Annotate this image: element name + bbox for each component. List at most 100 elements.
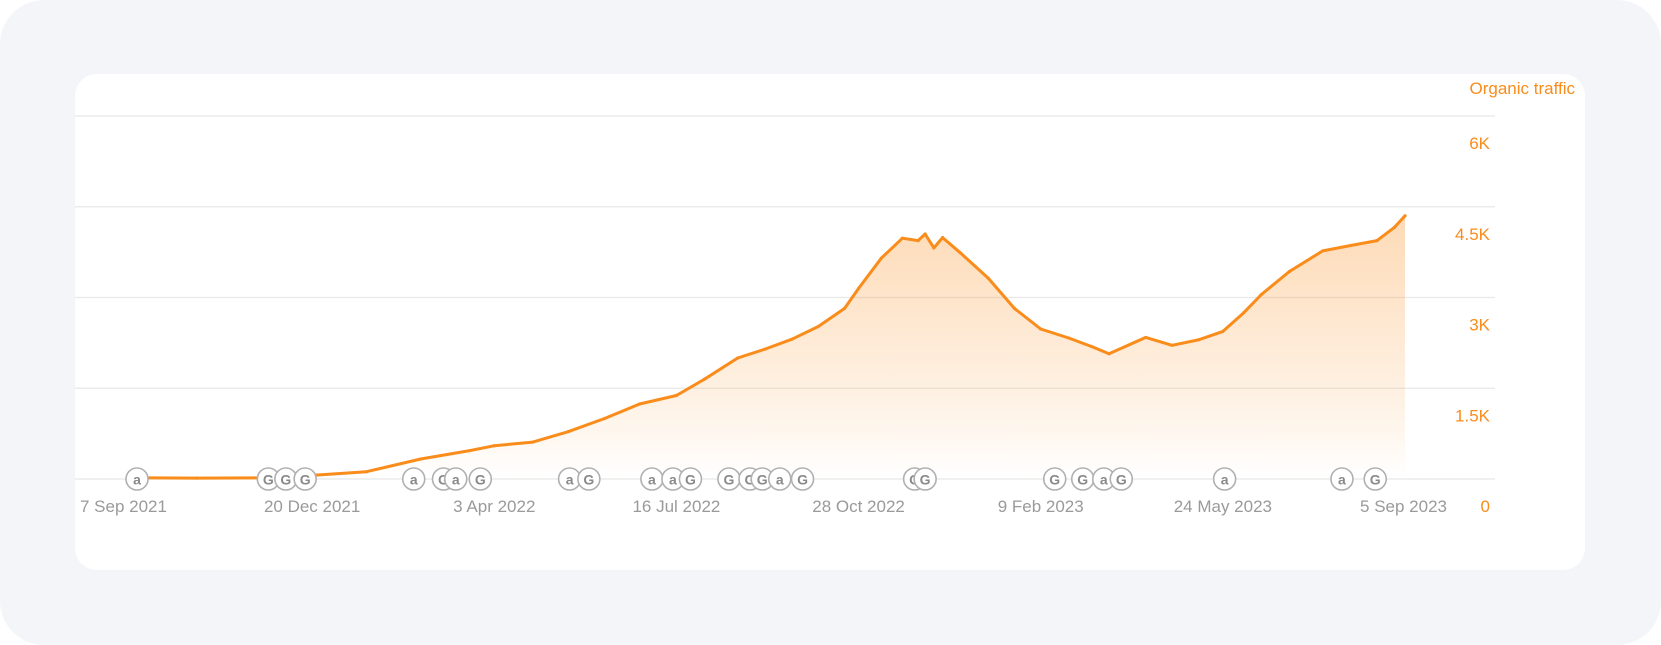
marker-label: G (1116, 472, 1127, 488)
data-point (194, 476, 199, 480)
data-point (702, 377, 707, 381)
data-point (1259, 292, 1263, 297)
data-point (1089, 344, 1094, 349)
data-point (736, 356, 740, 360)
data-point (916, 239, 920, 243)
marker-label: G (757, 472, 768, 488)
marker-circle (790, 467, 815, 491)
annotation-marker-g[interactable]: G (717, 467, 741, 491)
marker-circle (1042, 467, 1067, 491)
annotation-marker-g[interactable]: G (577, 467, 601, 491)
data-point (764, 347, 768, 351)
marker-circle (577, 467, 601, 491)
organic-traffic-chart: aGGGaGaGaGaaGGGGaGGGGGaGaaG 0 1.5K 3K 4.5K 6… (75, 79, 1575, 516)
annotation-marker-a[interactable]: a (767, 467, 792, 491)
annotation-marker-a[interactable]: a (640, 467, 664, 491)
data-point (879, 256, 883, 260)
series-line-layer (128, 214, 1407, 480)
marker-label: G (797, 472, 808, 488)
annotation-marker-g[interactable]: G (1070, 467, 1095, 491)
marker-label: G (920, 472, 931, 488)
marker-label: a (410, 472, 418, 488)
x-tick-label: 24 May 2023 (1174, 497, 1272, 516)
marker-label: a (648, 472, 656, 488)
marker-label: a (1100, 472, 1108, 488)
marker-circle (1330, 467, 1354, 491)
marker-label: G (1049, 472, 1060, 488)
data-point (468, 448, 472, 453)
y-tick-label: 0 (1481, 497, 1490, 516)
marker-circle (125, 467, 149, 491)
area-fill-layer (130, 215, 1405, 480)
data-point (856, 286, 861, 291)
annotation-marker-g[interactable]: G (913, 467, 937, 491)
data-point (1067, 336, 1071, 340)
annotation-marker-a[interactable]: a (1212, 467, 1237, 491)
marker-label: a (566, 472, 574, 488)
marker-circle (468, 467, 493, 491)
y-tick-label: 3K (1469, 316, 1490, 335)
marker-label: a (1221, 472, 1229, 488)
y-tick-label: 4.5K (1455, 225, 1491, 244)
data-point (1170, 343, 1174, 347)
marker-label: a (452, 472, 460, 488)
x-axis-ticks: 7 Sep 2021 20 Dec 2021 3 Apr 2022 16 Jul 20… (80, 497, 1447, 516)
data-point (1375, 239, 1379, 243)
x-tick-label: 3 Apr 2022 (453, 497, 535, 516)
data-point (932, 246, 936, 250)
marker-label: G (724, 472, 735, 488)
marker-circle (678, 467, 703, 491)
x-tick-label: 9 Feb 2023 (998, 497, 1084, 516)
annotation-marker-a[interactable]: a (1330, 467, 1354, 491)
marker-label: G (745, 472, 756, 488)
annotation-marker-a[interactable]: a (443, 467, 468, 491)
marker-label: G (1370, 472, 1381, 488)
annotation-marker-g[interactable]: G (790, 467, 815, 491)
annotation-marker-g[interactable]: G (468, 467, 493, 491)
data-point (1012, 306, 1017, 310)
data-point (1242, 311, 1246, 315)
annotation-marker-g[interactable]: G (1109, 467, 1134, 491)
marker-label: a (776, 472, 784, 488)
y-axis-ticks: 0 1.5K 3K 4.5K 6K (1455, 134, 1491, 516)
marker-label: G (263, 472, 274, 488)
x-tick-label: 20 Dec 2021 (264, 497, 360, 516)
data-point (941, 236, 945, 240)
marker-circle (913, 467, 937, 491)
marker-label: a (669, 472, 677, 488)
marker-label: G (300, 472, 311, 488)
data-point (1403, 214, 1407, 218)
annotation-marker-g[interactable]: G (293, 467, 317, 491)
annotation-marker-a[interactable]: a (401, 467, 426, 491)
data-point (1107, 352, 1111, 356)
data-point (1321, 249, 1325, 253)
x-tick-label: 28 Oct 2022 (812, 497, 905, 516)
data-point (923, 232, 927, 236)
data-point (1349, 243, 1353, 248)
annotation-marker-g[interactable]: G (1363, 467, 1388, 491)
y-tick-label: 1.5K (1455, 406, 1491, 425)
annotation-marker-g[interactable]: G (678, 467, 703, 491)
data-point (986, 276, 990, 280)
data-point (900, 236, 904, 240)
annotation-marker-a[interactable]: a (125, 467, 149, 491)
data-point (1287, 269, 1292, 274)
marker-label: G (280, 472, 291, 488)
data-point (566, 430, 570, 434)
data-point (1144, 335, 1148, 340)
data-point (790, 337, 794, 341)
data-point (531, 440, 535, 444)
chart-card: aGGGaGaGaGaaGGGGaGGGGGaGaaG 0 1.5K 3K 4.5K 6… (75, 74, 1585, 570)
marker-circle (1109, 467, 1134, 491)
data-point (603, 416, 607, 421)
marker-label: G (438, 472, 449, 488)
data-point (816, 324, 820, 329)
annotation-marker-g[interactable]: G (1042, 467, 1067, 491)
x-tick-label: 16 Jul 2022 (632, 497, 720, 516)
data-point (842, 306, 847, 310)
y-tick-label: 6K (1469, 134, 1490, 153)
marker-circle (293, 467, 317, 491)
marker-label: a (1338, 472, 1346, 488)
data-point (1196, 338, 1200, 342)
series-area (130, 215, 1405, 480)
